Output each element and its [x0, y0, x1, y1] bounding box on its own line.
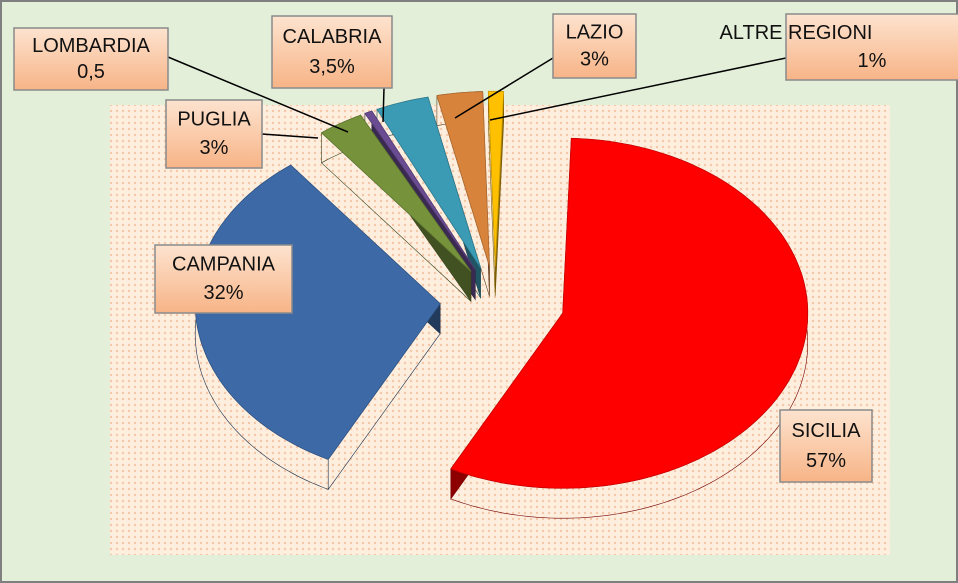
value-label: 1%: [858, 50, 887, 72]
value-label: 0,5: [77, 61, 105, 83]
label-box: [552, 13, 637, 79]
label-box: [165, 99, 263, 169]
labels: SICILIA 57% CAMPANIA 32% PUGLIA 3% LOMBARDIA 0,…: [13, 13, 958, 483]
label-box: [13, 27, 169, 91]
slice: [364, 110, 476, 270]
category-label: CALABRIA: [283, 26, 383, 48]
value-label: 57%: [806, 450, 846, 472]
value-label: 32%: [203, 282, 243, 304]
category-label: PUGLIA: [177, 109, 251, 131]
leader-line: [382, 87, 385, 123]
value-label: 3%: [200, 137, 229, 159]
category-label: LAZIO: [566, 21, 624, 43]
slice: [320, 114, 472, 272]
leader-line: [261, 133, 319, 139]
leader-line: [167, 56, 349, 133]
label-box: [271, 15, 393, 89]
label-box: [785, 13, 958, 81]
slice: [194, 164, 441, 460]
label-box: [154, 244, 293, 314]
leader-line: [489, 57, 787, 121]
category-label: SICILIA: [792, 420, 862, 442]
category-label: LOMBARDIA: [32, 35, 150, 57]
slice: [436, 91, 490, 267]
category-label: ALTRE REGIONI: [720, 22, 873, 44]
value-label: 3,5%: [309, 56, 355, 78]
pie: [194, 90, 809, 519]
label-box: [779, 409, 873, 483]
leader-line: [454, 57, 554, 119]
slice: [450, 137, 809, 489]
slice: [376, 96, 481, 269]
slice: [487, 90, 505, 267]
category-label: CAMPANIA: [172, 254, 276, 276]
value-label: 3%: [580, 48, 609, 70]
